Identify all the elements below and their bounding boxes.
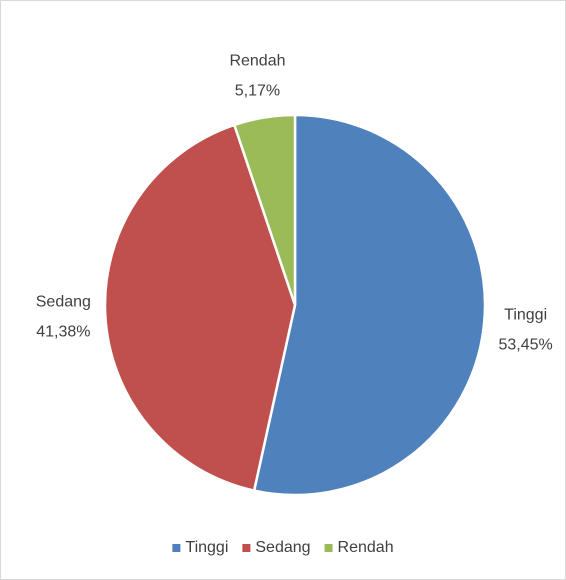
legend-swatch xyxy=(324,544,333,552)
slice-value-label: 5,17% xyxy=(235,82,280,99)
pie-slice xyxy=(103,123,297,493)
legend-swatch xyxy=(172,544,181,552)
slice-value-label: 53,45% xyxy=(499,336,553,353)
legend-label: Sedang xyxy=(255,539,310,556)
slice-category-label: Sedang xyxy=(36,294,91,311)
legend-label: Tinggi xyxy=(185,539,228,556)
legend-label: Rendah xyxy=(338,539,394,556)
slice-value-label: 41,38% xyxy=(36,324,90,341)
legend: Tinggi Sedang Rendah xyxy=(172,539,394,556)
slice-category-label: Rendah xyxy=(229,52,285,69)
legend-swatch xyxy=(242,544,251,552)
slice-category-label: Tinggi xyxy=(504,306,547,323)
pie-slice xyxy=(232,113,297,306)
pie-slice xyxy=(252,113,487,497)
